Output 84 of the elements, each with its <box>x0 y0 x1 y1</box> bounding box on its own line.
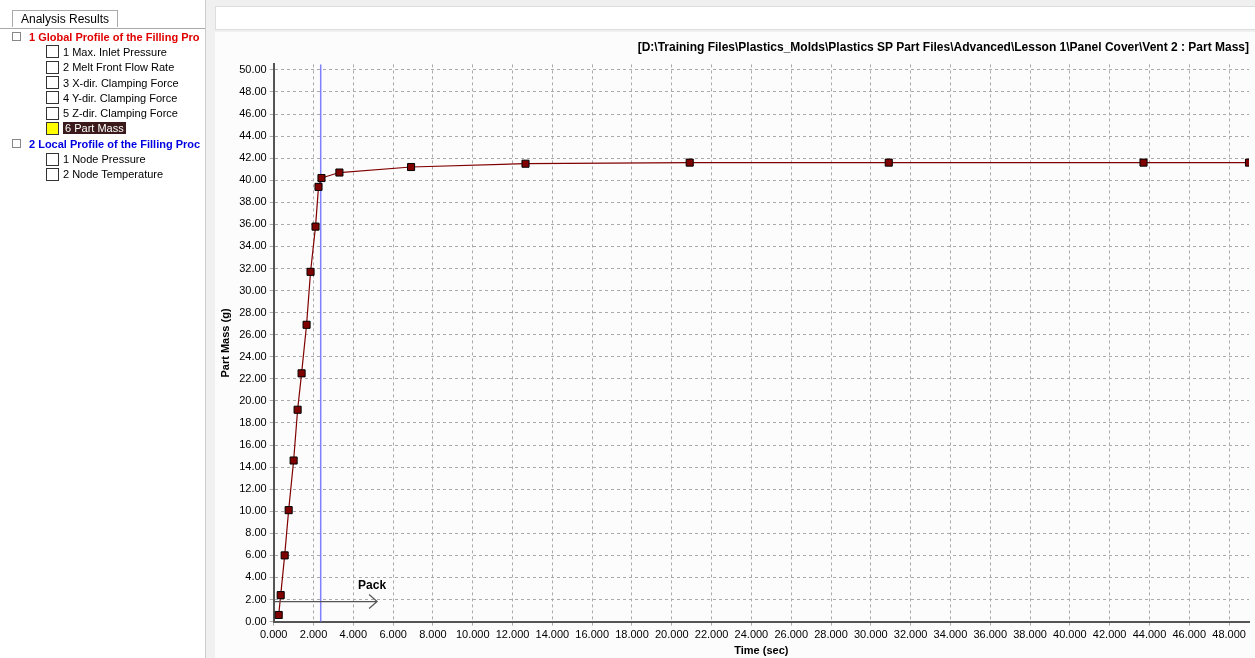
x-tick-label: 6.000 <box>379 628 407 641</box>
x-tick-label: 14.000 <box>535 628 570 641</box>
x-tick-label: 26.000 <box>774 628 809 641</box>
y-axis-title: Part Mass (g) <box>218 308 231 378</box>
point <box>276 591 285 600</box>
point <box>289 456 298 465</box>
y-tick-label: 20.00 <box>239 393 267 406</box>
point <box>407 162 416 172</box>
y-tick-label: 8.00 <box>245 526 267 539</box>
point <box>884 158 893 167</box>
y-tick-label: 2.00 <box>245 592 267 605</box>
x-tick-label: 22.000 <box>694 628 729 641</box>
x-tick-label: 30.000 <box>854 628 888 641</box>
x-tick-label: 24.000 <box>734 628 769 641</box>
y-tick-label: 30.00 <box>239 283 267 296</box>
x-tick-label: 46.000 <box>1172 628 1207 641</box>
y-tick-label: 50.00 <box>239 62 267 75</box>
point <box>297 369 306 378</box>
y-tick-label: 48.00 <box>239 85 267 98</box>
point <box>1139 158 1148 167</box>
text: 3 X-dir. Clamping Force <box>63 76 179 89</box>
text: 4 Y-dir. Clamping Force <box>63 91 178 104</box>
y-tick-label: 40.00 <box>239 173 267 186</box>
point <box>306 267 315 276</box>
y-tick-label: 4.00 <box>245 570 267 583</box>
y-tick-label: 22.00 <box>239 371 267 384</box>
y-tick-label: 38.00 <box>239 195 267 208</box>
point <box>293 405 302 414</box>
y-tick-label: 0.00 <box>245 614 267 627</box>
chart-title: [D:\Training Files\Plastics_Molds\Plastics SP Part Files\Advanced\Lesson 1\Panel Cover\Vent 2 : Part Mass] <box>637 39 1249 54</box>
x-tick-label: 40.000 <box>1053 628 1087 641</box>
y-tick-label: 34.00 <box>239 239 267 252</box>
y-tick-label: 12.00 <box>239 482 267 495</box>
x-tick-label: 12.000 <box>495 628 530 641</box>
text: 2 Melt Front Flow Rate <box>63 61 175 74</box>
y-tick-label: 24.00 <box>239 349 267 362</box>
y-tick-label: 28.00 <box>239 305 267 318</box>
text: 1 Global Profile of the Filling Pro <box>29 30 200 43</box>
point <box>335 168 344 177</box>
text: 2 Node Temperature <box>63 168 164 181</box>
point <box>280 551 289 560</box>
x-tick-label: 20.000 <box>654 628 689 641</box>
y-tick-label: 6.00 <box>245 548 267 561</box>
y-tick-label: 18.00 <box>239 416 267 429</box>
x-tick-label: 8.000 <box>419 628 447 641</box>
x-tick-label: 38.000 <box>1013 628 1047 641</box>
y-tick-label: 46.00 <box>239 107 267 120</box>
point <box>311 222 320 231</box>
x-tick-label: 48.000 <box>1212 628 1246 641</box>
y-tick-label: 42.00 <box>239 151 267 164</box>
point <box>314 182 323 191</box>
y-tick-label: 14.00 <box>239 460 267 473</box>
point <box>521 159 530 168</box>
x-tick-label: 2.000 <box>299 628 328 641</box>
point <box>274 610 283 620</box>
text: Analysis Results <box>12 10 119 27</box>
text: 1 Max. Inlet Pressure <box>63 45 167 58</box>
text: 2 Local Profile of the Filling Proc <box>29 137 201 150</box>
x-tick-label: 10.000 <box>455 628 490 641</box>
x-tick-label: 4.000 <box>339 628 368 641</box>
text: 1 Node Pressure <box>63 153 146 166</box>
y-tick-label: 36.00 <box>239 217 267 230</box>
y-tick-label: 44.00 <box>239 129 267 142</box>
point <box>317 174 326 183</box>
x-tick-label: 0.000 <box>259 628 288 641</box>
x-tick-label: 44.000 <box>1132 628 1167 641</box>
text: 6 Part Mass <box>63 122 126 135</box>
y-tick-label: 32.00 <box>239 261 267 274</box>
x-tick-label: 16.000 <box>575 628 610 641</box>
x-tick-label: 18.000 <box>615 628 649 641</box>
text: 5 Z-dir. Clamping Force <box>63 107 178 120</box>
x-tick-label: 28.000 <box>814 628 848 641</box>
x-tick-label: 42.000 <box>1092 628 1127 641</box>
annotation: Pack <box>358 577 387 592</box>
x-tick-label: 34.000 <box>933 628 968 641</box>
point <box>685 158 694 167</box>
point <box>284 506 293 515</box>
y-tick-label: 10.00 <box>239 504 267 517</box>
x-tick-label: 32.000 <box>893 628 928 641</box>
point <box>302 320 311 329</box>
y-tick-label: 16.00 <box>239 438 267 451</box>
y-tick-label: 26.00 <box>239 327 267 340</box>
x-tick-label: 36.000 <box>973 628 1008 641</box>
x-axis-title: Time (sec) <box>734 644 789 657</box>
